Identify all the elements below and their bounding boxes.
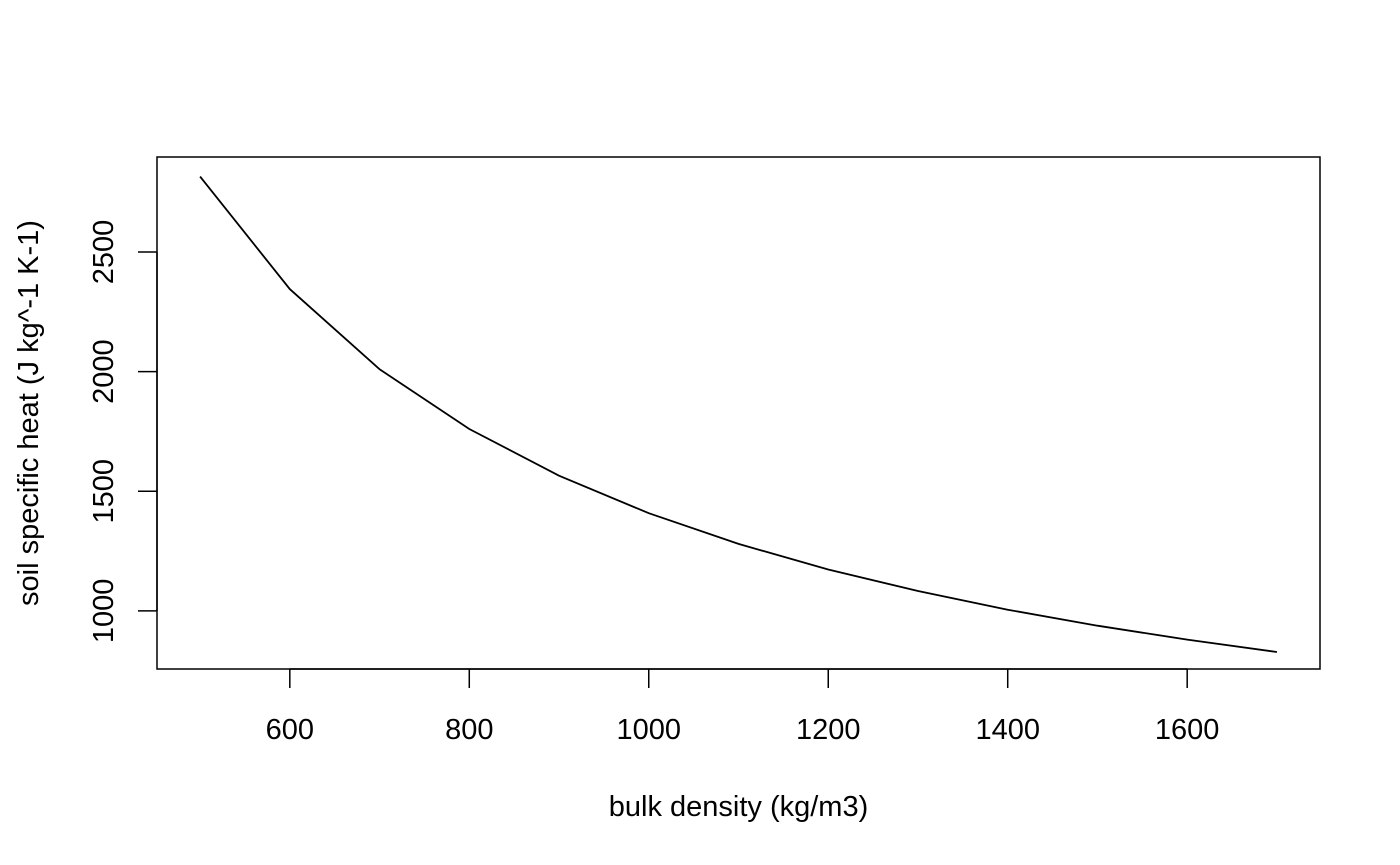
x-tick-label: 1600 — [1155, 714, 1220, 746]
x-tick-label: 1000 — [617, 714, 682, 746]
y-axis-title: soil specific heat (J kg^-1 K-1) — [13, 220, 45, 606]
plot-frame — [156, 156, 1321, 670]
y-tick-label: 1500 — [88, 459, 120, 524]
series-line — [199, 176, 1278, 653]
x-tick-label: 600 — [266, 714, 314, 746]
x-tick-label: 1400 — [975, 714, 1040, 746]
x-tick-label: 800 — [445, 714, 493, 746]
y-tick-label: 2000 — [88, 339, 120, 404]
x-axis: 600 800 1000 1200 1400 1600 — [266, 668, 1220, 746]
series-layer — [199, 176, 1278, 653]
x-axis-title: bulk density (kg/m3) — [609, 791, 869, 823]
y-tick-label: 2500 — [88, 220, 120, 285]
y-tick-label: 1000 — [88, 579, 120, 644]
x-tick-label: 1200 — [796, 714, 861, 746]
y-axis: 1000 1500 2000 2500 — [88, 220, 158, 644]
